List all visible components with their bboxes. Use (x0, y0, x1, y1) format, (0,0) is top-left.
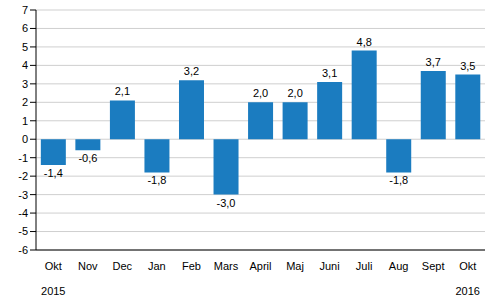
svg-text:6: 6 (22, 22, 28, 34)
svg-text:3: 3 (22, 78, 28, 90)
svg-text:-4: -4 (18, 207, 28, 219)
svg-text:Okt: Okt (45, 260, 62, 272)
svg-text:2,0: 2,0 (253, 87, 268, 99)
svg-text:-3,0: -3,0 (217, 197, 236, 209)
svg-text:3,1: 3,1 (322, 67, 337, 79)
svg-text:Okt: Okt (459, 260, 476, 272)
svg-text:Mars: Mars (214, 260, 239, 272)
svg-text:-2: -2 (18, 170, 28, 182)
svg-text:Jan: Jan (148, 260, 166, 272)
svg-text:Juni: Juni (319, 260, 339, 272)
svg-text:Juli: Juli (356, 260, 373, 272)
svg-text:Aug: Aug (389, 260, 409, 272)
svg-text:Sept: Sept (422, 260, 445, 272)
svg-text:-1,8: -1,8 (389, 174, 408, 186)
svg-text:2: 2 (22, 96, 28, 108)
svg-text:3,7: 3,7 (426, 56, 441, 68)
svg-text:-1,8: -1,8 (147, 174, 166, 186)
svg-text:7: 7 (22, 4, 28, 16)
svg-text:5: 5 (22, 41, 28, 53)
svg-text:Dec: Dec (113, 260, 133, 272)
svg-text:-1: -1 (18, 152, 28, 164)
svg-text:2016: 2016 (455, 285, 479, 297)
svg-text:-5: -5 (18, 225, 28, 237)
svg-text:Maj: Maj (286, 260, 304, 272)
svg-text:April: April (249, 260, 271, 272)
svg-text:-6: -6 (18, 244, 28, 256)
svg-text:Feb: Feb (182, 260, 201, 272)
svg-text:2,1: 2,1 (115, 85, 130, 97)
svg-text:4: 4 (22, 59, 28, 71)
svg-text:-0,6: -0,6 (78, 152, 97, 164)
svg-text:-3: -3 (18, 189, 28, 201)
svg-text:4,8: 4,8 (357, 36, 372, 48)
svg-text:1: 1 (22, 115, 28, 127)
svg-text:-1,4: -1,4 (44, 167, 63, 179)
svg-text:3,2: 3,2 (184, 65, 199, 77)
svg-text:Nov: Nov (78, 260, 98, 272)
svg-text:2,0: 2,0 (287, 87, 302, 99)
svg-text:0: 0 (22, 133, 28, 145)
svg-text:2015: 2015 (41, 285, 65, 297)
svg-text:3,5: 3,5 (460, 60, 475, 72)
